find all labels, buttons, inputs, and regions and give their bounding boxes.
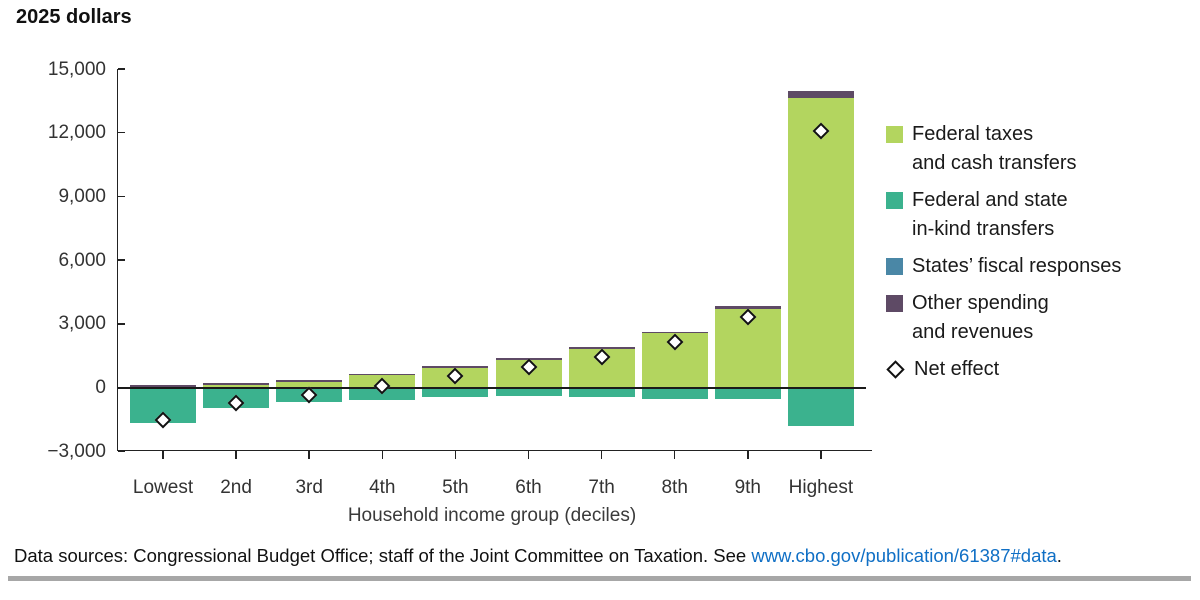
x-axis-title: Household income group (deciles) <box>347 505 637 526</box>
x-tick-mark <box>454 451 457 460</box>
legend-label: Net effect <box>914 358 1000 380</box>
x-tick-label: 7th <box>588 477 615 498</box>
y-tick-mark <box>118 195 125 198</box>
x-tick-mark <box>308 451 310 460</box>
bar-segment-4th <box>349 373 416 376</box>
x-tick-label: 8th <box>661 477 688 498</box>
legend-item: Net effect <box>886 355 1196 384</box>
legend-color-swatch-icon <box>886 192 903 209</box>
x-tick-mark <box>235 451 237 460</box>
legend-color-swatch-icon <box>886 295 903 312</box>
y-tick-label: 12,000 <box>47 122 106 144</box>
bar-segment-Highest <box>787 97 854 388</box>
bar-segment-5th <box>422 387 489 398</box>
legend-item: Other spending and revenues <box>886 289 1196 347</box>
bottom-divider <box>8 576 1191 581</box>
bar-segment-Highest <box>787 91 854 98</box>
bar-segment-8th <box>641 387 708 399</box>
legend-label: States’ fiscal responses <box>912 255 1122 277</box>
y-tick-mark <box>118 259 125 261</box>
legend-item: Federal and state in-kind transfers <box>886 186 1196 244</box>
bar-segment-9th <box>714 305 781 309</box>
legend-item: States’ fiscal responses <box>886 252 1196 281</box>
x-tick-label: Lowest <box>132 477 194 498</box>
legend-label: Federal and state in-kind transfers <box>912 189 1068 240</box>
x-tick-label: 3rd <box>295 477 323 498</box>
footer-note: Data sources: Congressional Budget Offic… <box>14 545 1062 567</box>
bar-segment-9th <box>714 387 781 400</box>
x-tick-label: 6th <box>515 477 542 498</box>
y-tick-mark <box>118 323 125 325</box>
x-tick-mark <box>162 451 164 460</box>
bar-segment-2nd <box>203 384 270 388</box>
x-tick-mark <box>600 451 603 460</box>
y-tick-mark <box>118 68 125 70</box>
legend-color-swatch-icon <box>886 258 903 275</box>
bar-segment-7th <box>568 387 635 398</box>
bar-segment-6th <box>495 387 562 397</box>
bar-segment-5th <box>422 366 489 368</box>
zero-line <box>118 386 866 389</box>
y-tick-label: 9,000 <box>58 185 106 207</box>
x-tick-mark <box>820 451 822 460</box>
footer-suffix: . <box>1056 545 1062 566</box>
y-tick-label: 0 <box>95 377 106 398</box>
y-tick-label: 6,000 <box>58 249 106 271</box>
y-tick-label: −3,000 <box>47 440 106 462</box>
x-tick-label: Highest <box>788 477 854 498</box>
x-axis-line <box>118 449 872 452</box>
y-tick-label: 15,000 <box>47 58 106 80</box>
x-tick-label: 9th <box>734 477 761 498</box>
y-tick-label: 3,000 <box>58 313 106 335</box>
x-tick-label: 4th <box>369 477 396 498</box>
bar-segment-7th <box>568 347 635 349</box>
legend-label: Federal taxes and cash transfers <box>912 123 1077 174</box>
x-tick-mark <box>673 451 676 460</box>
bar-segment-2nd <box>203 382 270 385</box>
y-tick-mark <box>118 131 125 134</box>
bar-segment-Lowest <box>130 385 196 388</box>
legend: Federal taxes and cash transfers Federal a… <box>886 120 1196 384</box>
plot-area: −3,000 0 3,000 6,000 9,000 12,000 15,000 Lowest… <box>47 58 872 526</box>
x-tick-label: 5th <box>442 477 469 498</box>
y-axis-line <box>116 69 118 452</box>
footer-text: Data sources: Congressional Budget Offic… <box>14 545 752 566</box>
chart-title: 2025 dollars <box>16 6 132 28</box>
bar-segment-8th <box>641 331 708 334</box>
legend-color-swatch-icon <box>886 126 903 143</box>
x-tick-label: 2nd <box>220 477 252 498</box>
net-effect-diamond-icon <box>886 360 905 379</box>
x-tick-mark <box>747 451 749 460</box>
y-tick-mark <box>118 450 125 452</box>
x-tick-mark <box>381 451 384 460</box>
x-tick-mark <box>527 451 530 460</box>
bar-segment-3rd <box>276 381 343 388</box>
bar-segment-3rd <box>276 379 343 382</box>
legend-label: Other spending and revenues <box>912 292 1049 343</box>
bar-segment-Highest <box>787 387 854 426</box>
legend-item: Federal taxes and cash transfers <box>886 120 1196 178</box>
footer-link[interactable]: www.cbo.gov/publication/61387#data <box>751 545 1057 566</box>
